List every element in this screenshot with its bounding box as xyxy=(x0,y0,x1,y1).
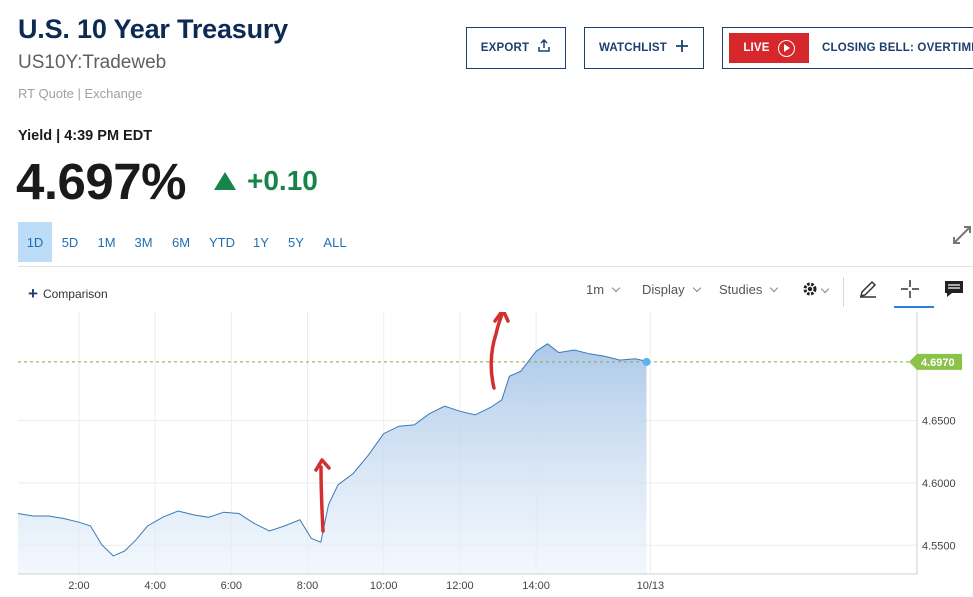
plus-icon: + xyxy=(28,284,38,303)
x-tick-label: 8:00 xyxy=(297,580,318,592)
comparison-button[interactable]: + Comparison xyxy=(28,284,108,304)
range-6m[interactable]: 6M xyxy=(171,234,191,250)
toolbar-separator xyxy=(843,277,844,307)
x-tick-label: 10:00 xyxy=(370,580,398,592)
x-tick-label: 4:00 xyxy=(144,580,165,592)
annotation-arrow-1 xyxy=(314,458,331,533)
chevron-down-icon xyxy=(770,283,779,293)
comparison-label: Comparison xyxy=(42,287,108,301)
chevron-down-icon xyxy=(820,284,830,294)
y-tick-label: 4.6500 xyxy=(922,416,956,428)
up-arrow-icon xyxy=(214,172,236,190)
yield-chart[interactable]: 4.5500 4.6000 4.6500 2:00 4:00 6:00 8:00 10:00… xyxy=(0,312,973,597)
last-price: 4.697% xyxy=(16,153,186,210)
active-tool-indicator xyxy=(894,306,934,308)
x-tick-label: 12:00 xyxy=(446,580,474,592)
crosshair-icon[interactable] xyxy=(899,278,923,302)
interval-dropdown[interactable]: 1m xyxy=(586,282,621,297)
range-5d[interactable]: 5D xyxy=(61,234,79,250)
range-selector: 1D 5D 1M 3M 6M YTD 1Y 5Y ALL xyxy=(18,222,356,262)
display-label: Display xyxy=(642,282,685,297)
page-title: U.S. 10 Year Treasury xyxy=(18,14,288,44)
live-program-label: CLOSING BELL: OVERTIME xyxy=(822,42,973,54)
watchlist-button[interactable]: WATCHLIST xyxy=(584,27,704,69)
x-tick-label: 6:00 xyxy=(221,580,242,592)
chevron-down-icon xyxy=(611,283,621,293)
live-badge: LIVE xyxy=(729,33,809,63)
quote-source: RT Quote | Exchange xyxy=(18,86,143,101)
interval-label: 1m xyxy=(586,282,605,297)
last-price-marker xyxy=(642,357,651,366)
studies-label: Studies xyxy=(719,282,763,297)
live-label: LIVE xyxy=(743,42,770,54)
price-change: +0.10 xyxy=(214,165,318,197)
export-button[interactable]: EXPORT xyxy=(466,27,566,69)
x-axis-ticks: 2:00 4:00 6:00 8:00 10:00 12:00 14:00 10/13 xyxy=(68,580,664,592)
range-1y[interactable]: 1Y xyxy=(253,234,269,250)
change-value: +0.10 xyxy=(247,165,318,196)
export-label: EXPORT xyxy=(480,42,530,54)
plus-icon xyxy=(675,39,689,58)
range-1d[interactable]: 1D xyxy=(18,222,52,262)
watchlist-label: WATCHLIST xyxy=(598,42,668,54)
expand-icon[interactable] xyxy=(951,224,973,246)
yield-area xyxy=(18,343,647,574)
range-1m[interactable]: 1M xyxy=(97,234,116,250)
yield-line xyxy=(17,343,647,557)
divider xyxy=(18,266,973,267)
play-icon xyxy=(777,39,795,57)
x-tick-label: 2:00 xyxy=(68,580,89,592)
range-5y[interactable]: 5Y xyxy=(288,234,304,250)
gear-icon xyxy=(801,280,819,301)
y-tick-label: 4.5500 xyxy=(922,540,956,552)
y-tick-label: 4.6000 xyxy=(922,478,956,490)
chevron-down-icon xyxy=(692,283,701,293)
annotation-arrow-2 xyxy=(489,312,510,390)
last-price-tag: 4.6970 xyxy=(909,353,962,370)
studies-dropdown[interactable]: Studies xyxy=(719,282,779,297)
live-tv-button[interactable]: LIVE CLOSING BELL: OVERTIME xyxy=(722,27,973,69)
x-tick-label: 14:00 xyxy=(522,580,550,592)
symbol-label: US10Y:Tradeweb xyxy=(18,52,167,73)
range-ytd[interactable]: YTD xyxy=(209,234,235,250)
range-all[interactable]: ALL xyxy=(323,234,347,250)
comment-icon[interactable] xyxy=(943,278,967,302)
yield-timestamp: Yield | 4:39 PM EDT xyxy=(18,128,153,144)
share-upload-icon xyxy=(537,38,551,58)
last-price-tag-label: 4.6970 xyxy=(921,357,955,369)
display-dropdown[interactable]: Display xyxy=(642,282,701,297)
range-3m[interactable]: 3M xyxy=(134,234,153,250)
x-tick-label: 10/13 xyxy=(637,580,665,592)
settings-dropdown[interactable] xyxy=(801,280,830,301)
pencil-icon[interactable] xyxy=(857,278,881,302)
y-axis-ticks: 4.5500 4.6000 4.6500 xyxy=(922,416,956,553)
